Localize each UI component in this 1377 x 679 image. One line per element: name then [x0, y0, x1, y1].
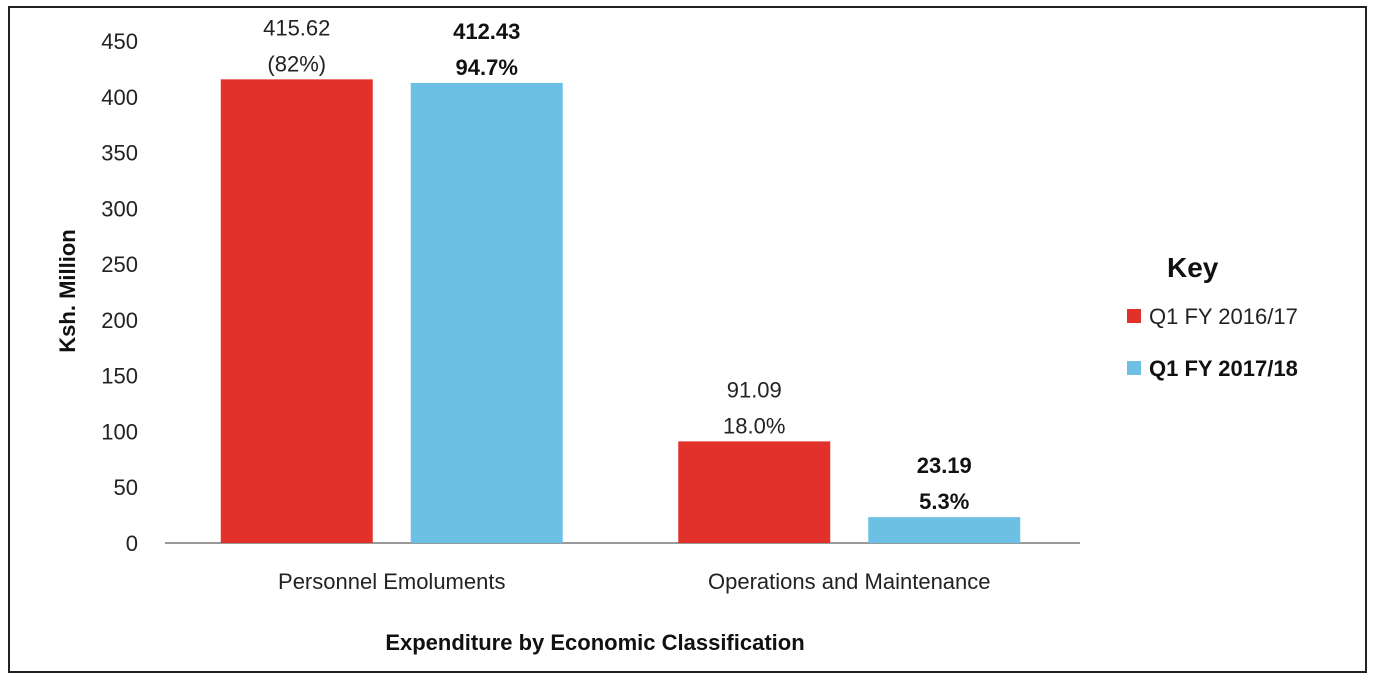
y-tick-label: 100 [101, 419, 138, 444]
y-axis-ticks: 0 50 100 150 200 250 300 350 400 450 [101, 29, 138, 556]
legend-swatch [1127, 361, 1141, 375]
data-label: 23.19 [917, 453, 972, 478]
bar [220, 79, 373, 544]
legend-entry: Q1 FY 2017/18 [1149, 356, 1298, 381]
data-label: 91.09 [727, 377, 782, 402]
y-tick-label: 300 [101, 196, 138, 221]
data-label: 18.0% [723, 413, 785, 438]
y-tick-label: 150 [101, 364, 138, 389]
data-label: 5.3% [919, 489, 969, 514]
category-label: Personnel Emoluments [278, 569, 505, 594]
legend-title: Key [1167, 252, 1219, 283]
legend-swatch [1127, 309, 1141, 323]
data-label: (82%) [267, 51, 326, 76]
y-tick-label: 350 [101, 141, 138, 166]
bars [220, 79, 1021, 544]
y-tick-label: 50 [114, 475, 138, 500]
data-labels: 415.62 (82%) 412.43 94.7% 91.09 18.0% 23.19 5.3… [263, 15, 972, 514]
bar [410, 82, 563, 543]
data-label: 94.7% [456, 55, 518, 80]
y-axis-label: Ksh. Million [55, 229, 80, 352]
legend: Key Q1 FY 2016/17 Q1 FY 2017/18 [1127, 252, 1298, 381]
y-tick-label: 200 [101, 308, 138, 333]
data-label: 412.43 [453, 19, 520, 44]
category-labels: Personnel Emoluments Operations and Maint… [278, 569, 990, 594]
y-tick-label: 400 [101, 85, 138, 110]
bar [678, 441, 831, 543]
legend-entry: Q1 FY 2016/17 [1149, 304, 1298, 329]
bar [868, 517, 1021, 543]
y-tick-label: 450 [101, 29, 138, 54]
y-tick-label: 0 [126, 531, 138, 556]
y-tick-label: 250 [101, 252, 138, 277]
x-axis-label: Expenditure by Economic Classification [385, 630, 804, 655]
category-label: Operations and Maintenance [708, 569, 991, 594]
data-label: 415.62 [263, 15, 330, 40]
